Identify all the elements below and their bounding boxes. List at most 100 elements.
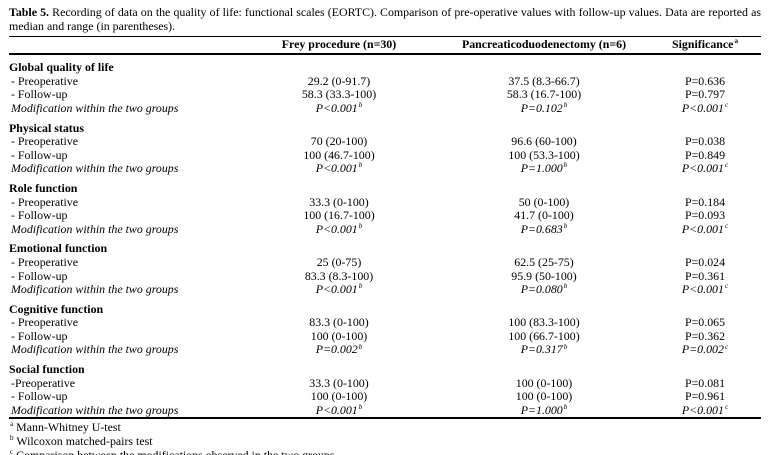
cell-value: P=0.081 — [684, 375, 726, 390]
section-header-row: Social function — [9, 357, 761, 377]
table-row: - Preoperative 25 (0-75) 62.5 (25-75) P=0.0… — [9, 254, 761, 270]
cell-value: P<0.001b — [315, 100, 363, 115]
row-label: - Follow-up — [11, 147, 68, 162]
section-title: Global quality of life — [9, 60, 114, 75]
cell-value: 50 (0-100) — [518, 194, 570, 209]
header-significance: Significancea — [649, 36, 761, 56]
table-row: - Follow-up 100 (0-100) 100 (66.7-100) P=0.… — [9, 328, 761, 344]
table-body: Global quality of life - Preoperative 29.2… — [9, 54, 761, 418]
section-title: Cognitive function — [9, 301, 104, 316]
cell-value: 33.3 (0-100) — [309, 375, 369, 390]
table-row: - Preoperative 33.3 (0-100) 50 (0-100) P=0.… — [9, 194, 761, 210]
section-title: Emotional function — [9, 241, 108, 256]
row-label: - Follow-up — [11, 328, 68, 343]
cell-value: 95.9 (50-100) — [511, 268, 577, 283]
row-label: - Follow-up — [11, 87, 68, 102]
cell-value: P=1.000b — [520, 402, 568, 417]
section-title: Role function — [9, 180, 78, 195]
cell-value: P=0.361 — [684, 268, 726, 283]
cell-value: 100 (66.7-100) — [508, 328, 580, 343]
header-frey-procedure: Frey procedure (n=30) — [239, 36, 439, 56]
header-pancreaticoduodenectomy: Pancreaticoduodenectomy (n=6) — [439, 36, 649, 56]
table-caption-number: Table 5. — [9, 5, 50, 19]
table-caption-text: Recording of data on the quality of life… — [9, 5, 761, 33]
row-label: - Preoperative — [11, 194, 79, 209]
table-row: - Follow-up 83.3 (8.3-100) 95.9 (50-100) P=… — [9, 268, 761, 284]
row-label: - Follow-up — [11, 268, 68, 283]
cell-value: P=0.362 — [684, 328, 726, 343]
table-row: Modification within the two groups P<0.00… — [9, 162, 761, 176]
cell-value: P=0.002b — [315, 342, 363, 357]
cell-value: P=0.093 — [684, 208, 726, 223]
cell-value: P=1.000b — [520, 161, 568, 176]
cell-value: P<0.001c — [681, 161, 729, 176]
cell-value: P<0.001b — [315, 282, 363, 297]
cell-value: 100 (53.3-100) — [508, 147, 580, 162]
cell-value: 70 (20-100) — [310, 134, 368, 149]
section-header-row: Physical status — [9, 116, 761, 136]
table-row: - Follow-up 58.3 (33.3-100) 58.3 (16.7-100… — [9, 88, 761, 102]
table-row: - Preoperative 83.3 (0-100) 100 (83.3-100)… — [9, 316, 761, 330]
cell-value: P=0.961 — [684, 389, 726, 404]
cell-value: 100 (0-100) — [310, 389, 368, 404]
table-caption: Table 5. Recording of data on the qualit… — [9, 5, 761, 33]
section-header-row: Cognitive function — [9, 297, 761, 317]
section-header-row: Role function — [9, 176, 761, 196]
cell-value: P<0.001c — [681, 282, 729, 297]
cell-value: P=0.065 — [684, 315, 726, 330]
footnote: a Mann-Whitney U-test — [10, 420, 121, 435]
table-row: -Preoperative 33.3 (0-100) 100 (0-100) P=0.… — [9, 375, 761, 391]
cell-value: P=0.636 — [684, 73, 726, 88]
row-label: Modification within the two groups — [11, 100, 179, 115]
cell-value: 83.3 (0-100) — [309, 315, 369, 330]
section-title: Physical status — [9, 120, 84, 135]
cell-value: 83.3 (8.3-100) — [304, 268, 374, 283]
cell-value: P<0.001c — [681, 402, 729, 417]
row-label: Modification within the two groups — [11, 342, 179, 357]
row-label: Modification within the two groups — [11, 161, 179, 176]
header-empty-cell — [9, 36, 239, 56]
section-title: Social function — [9, 362, 85, 377]
section-header-row: Emotional function — [9, 236, 761, 256]
cell-value: P=0.002c — [681, 342, 729, 357]
row-label: - Preoperative — [11, 134, 79, 149]
cell-value: P<0.001c — [681, 100, 729, 115]
table-row: - Follow-up 100 (46.7-100) 100 (53.3-100) P… — [9, 147, 761, 163]
cell-value: 62.5 (25-75) — [514, 254, 574, 269]
row-label: Modification within the two groups — [11, 282, 179, 297]
table-header-row: Frey procedure (n=30) Pancreaticoduodene… — [9, 36, 761, 56]
cell-value: P=0.683b — [520, 221, 568, 236]
cell-value: 29.2 (0-91.7) — [307, 73, 371, 88]
row-label: Modification within the two groups — [11, 221, 179, 236]
table-row: - Follow-up 100 (16.7-100) 41.7 (0-100) P=0… — [9, 209, 761, 223]
row-label: - Preoperative — [11, 315, 79, 330]
cell-value: P=0.038 — [684, 134, 726, 149]
cell-value: P=0.797 — [684, 87, 726, 102]
cell-value: P=0.102b — [520, 100, 568, 115]
qol-table: Frey procedure (n=30) Pancreaticoduodene… — [9, 36, 761, 420]
table-row: Modification within the two groups P<0.00… — [9, 221, 761, 237]
table-row: Modification within the two groups P=0.00… — [9, 343, 761, 357]
cell-value: 33.3 (0-100) — [309, 194, 369, 209]
cell-value: 100 (46.7-100) — [303, 147, 375, 162]
cell-value: P=0.184 — [684, 194, 726, 209]
cell-value: 100 (0-100) — [515, 375, 573, 390]
cell-value: 41.7 (0-100) — [514, 208, 574, 223]
table-row: - Follow-up 100 (0-100) 100 (0-100) P=0.961 — [9, 390, 761, 404]
section-header-row: Global quality of life — [9, 54, 761, 75]
cell-value: 96.6 (60-100) — [511, 134, 577, 149]
table-row: Modification within the two groups P<0.00… — [9, 100, 761, 116]
cell-value: P<0.001b — [315, 221, 363, 236]
cell-value: P=0.849 — [684, 147, 726, 162]
cell-value: P<0.001b — [315, 161, 363, 176]
table-row: Modification within the two groups P<0.00… — [9, 402, 761, 419]
cell-value: 100 (0-100) — [515, 389, 573, 404]
cell-value: 100 (83.3-100) — [508, 315, 580, 330]
row-label: - Follow-up — [11, 389, 68, 404]
cell-value: 100 (16.7-100) — [303, 208, 375, 223]
cell-value: P=0.080b — [520, 282, 568, 297]
row-label: - Follow-up — [11, 208, 68, 223]
table-row: - Preoperative 29.2 (0-91.7) 37.5 (8.3-66.… — [9, 73, 761, 89]
row-label: - Preoperative — [11, 73, 79, 88]
